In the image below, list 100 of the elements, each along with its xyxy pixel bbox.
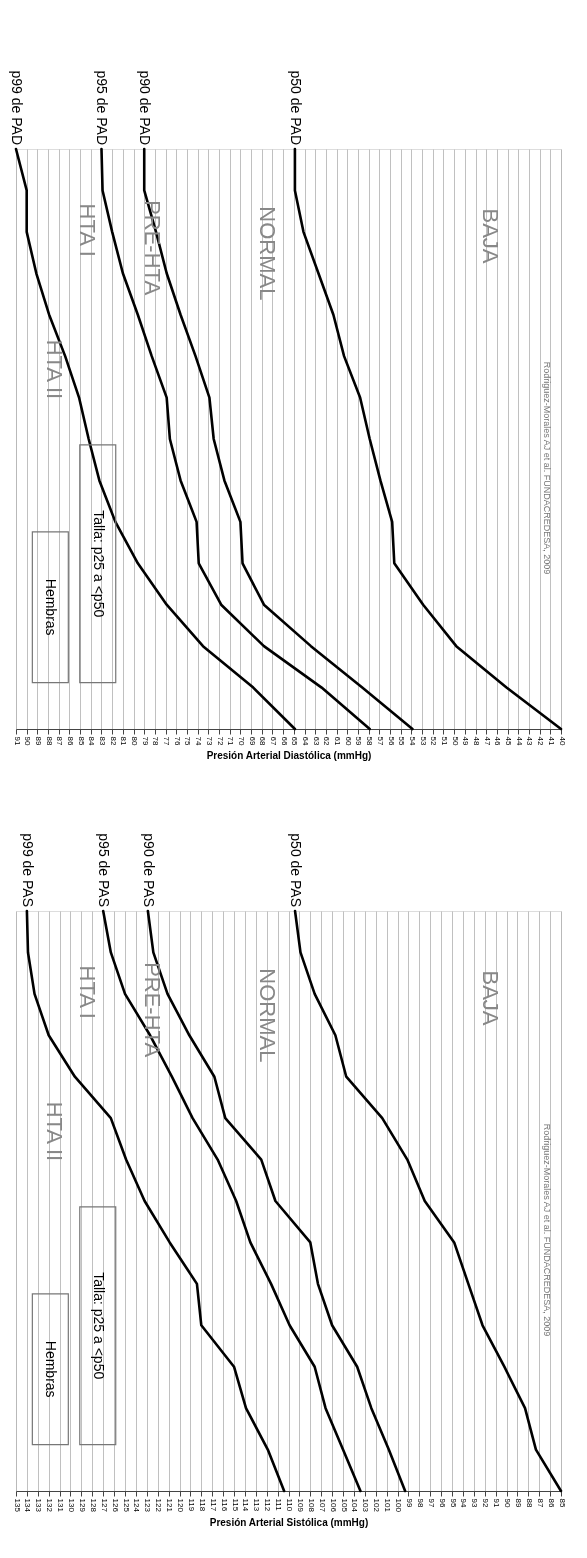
x-tick-label: 119 — [186, 1498, 196, 1512]
text: p99 de PAD — [9, 70, 25, 145]
x-tick-label: 114 — [241, 1498, 251, 1512]
x-tick-label: 115 — [230, 1498, 240, 1512]
x-tick-label: 118 — [197, 1498, 207, 1512]
x-tick-label: 49 — [461, 736, 471, 746]
x-tick-label: 54 — [407, 736, 417, 746]
x-tick-label: 42 — [536, 736, 546, 746]
x-tick-label: 76 — [172, 736, 182, 746]
annotation: HTA I — [74, 965, 100, 1019]
x-tick-label: 68 — [258, 736, 268, 746]
x-tick-label: 75 — [183, 736, 193, 746]
x-tick-label: 125 — [121, 1498, 131, 1513]
x-tick-label: 73 — [204, 736, 214, 746]
x-tick-label: 98 — [415, 1498, 425, 1508]
x-tick-label: 120 — [176, 1498, 185, 1513]
x-tick-label: 84 — [87, 736, 97, 746]
annotation: BAJA — [478, 208, 504, 264]
x-axis-title: Presión Arterial Sistólica (mmHg) — [209, 1516, 369, 1528]
x-tick-label: 94 — [459, 1498, 469, 1508]
x-tick-label: 85 — [76, 736, 86, 746]
x-tick-label: 102 — [372, 1498, 382, 1513]
x-tick-label: 101 — [383, 1498, 393, 1513]
x-tick-label: 116 — [219, 1498, 229, 1512]
annotation: Hembras — [43, 578, 60, 636]
x-tick-label: 72 — [215, 736, 225, 746]
x-tick-label: 64 — [301, 736, 311, 746]
x-tick-label: 134 — [23, 1498, 33, 1513]
x-tick-label: 87 — [55, 736, 65, 746]
annotation: Talla: p25 a <p50 — [90, 1272, 107, 1380]
annotation: Talla: p25 a <p50 — [90, 510, 107, 618]
x-tick-label: 80 — [130, 736, 140, 746]
annotation: NORMAL — [254, 968, 280, 1063]
x-tick-label: 89 — [33, 736, 43, 746]
x-tick-label: 128 — [88, 1498, 98, 1513]
x-tick-label: 130 — [67, 1498, 76, 1513]
annotation: Hembras — [43, 1340, 60, 1398]
x-tick-label: 47 — [482, 736, 492, 746]
x-tick-label: 99 — [404, 1498, 414, 1508]
text: p90 de PAS — [140, 833, 157, 907]
x-tick-label: 106 — [328, 1498, 338, 1513]
x-tick-label: 91 — [12, 736, 22, 746]
annotation: NORMAL — [254, 206, 280, 301]
x-tick-label: 112 — [263, 1498, 273, 1512]
x-tick-label: 50 — [450, 736, 460, 746]
x-tick-label: 59 — [354, 736, 364, 746]
x-tick-label: 109 — [295, 1498, 305, 1513]
x-tick-label: 132 — [45, 1498, 55, 1513]
x-tick-label: 55 — [397, 736, 407, 746]
x-tick-label: 100 — [394, 1498, 403, 1513]
x-tick-label: 97 — [426, 1498, 436, 1508]
x-tick-label: 57 — [375, 736, 385, 746]
x-tick-label: 133 — [34, 1498, 44, 1513]
x-tick-label: 88 — [44, 736, 54, 746]
x-tick-label: 66 — [279, 736, 289, 746]
x-tick-label: 69 — [247, 736, 257, 746]
x-tick-label: 87 — [535, 1498, 545, 1508]
x-tick-label: 61 — [333, 736, 343, 746]
x-tick-label: 40 — [557, 736, 567, 746]
annotation: HTA II — [42, 339, 68, 400]
x-tick-label: 85 — [557, 1498, 567, 1508]
text: p90 de PAD — [137, 70, 154, 145]
x-tick-label: 41 — [546, 736, 556, 746]
x-tick-label: 113 — [252, 1498, 262, 1512]
x-tick-label: 63 — [311, 736, 321, 746]
x-tick-label: 93 — [470, 1498, 480, 1508]
x-tick-label: 79 — [140, 736, 150, 746]
x-tick-label: 81 — [119, 736, 129, 746]
x-tick-label: 126 — [110, 1498, 120, 1513]
x-tick-label: 108 — [306, 1498, 316, 1513]
x-tick-label: 53 — [418, 736, 428, 746]
x-tick-label: 52 — [429, 736, 439, 746]
x-tick-label: 82 — [108, 736, 118, 746]
x-tick-label: 74 — [194, 736, 204, 746]
x-tick-label: 89 — [513, 1498, 523, 1508]
x-tick-label: 111 — [274, 1498, 284, 1512]
x-tick-label: 129 — [77, 1498, 87, 1513]
x-tick-label: 95 — [448, 1498, 458, 1508]
x-tick-label: 65 — [290, 736, 300, 746]
x-tick-label: 60 — [343, 736, 353, 746]
x-tick-label: 71 — [226, 736, 236, 746]
x-tick-label: 83 — [97, 736, 107, 746]
x-tick-label: 56 — [386, 736, 396, 746]
x-tick-label: 105 — [339, 1498, 349, 1513]
x-tick-label: 124 — [132, 1498, 142, 1513]
x-tick-label: 78 — [151, 736, 161, 746]
x-tick-label: 127 — [99, 1498, 109, 1513]
annotation: HTA I — [74, 203, 100, 257]
x-tick-label: 91 — [492, 1498, 502, 1508]
text: p95 de PAS — [96, 833, 113, 907]
x-tick-label: 70 — [236, 736, 246, 746]
x-tick-label: 110 — [285, 1498, 294, 1512]
x-tick-label: 96 — [437, 1498, 447, 1508]
x-tick-label: 44 — [514, 736, 524, 746]
x-tick-label: 135 — [12, 1498, 22, 1513]
x-tick-label: 103 — [361, 1498, 371, 1513]
x-tick-label: 92 — [481, 1498, 491, 1508]
x-tick-label: 117 — [208, 1498, 218, 1512]
x-tick-label: 62 — [322, 736, 332, 746]
x-tick-label: 46 — [493, 736, 503, 746]
